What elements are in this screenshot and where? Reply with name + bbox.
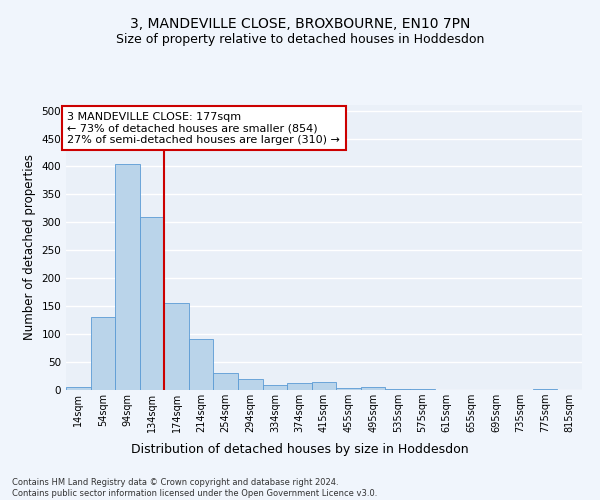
Text: Distribution of detached houses by size in Hoddesdon: Distribution of detached houses by size …	[131, 442, 469, 456]
Bar	[214, 373, 238, 390]
Bar	[263, 385, 287, 390]
Bar	[164, 304, 189, 390]
Bar	[361, 386, 385, 390]
Text: 3 MANDEVILLE CLOSE: 177sqm
← 73% of detached houses are smaller (854)
27% of sem: 3 MANDEVILLE CLOSE: 177sqm ← 73% of deta…	[67, 112, 340, 145]
Bar	[336, 388, 361, 390]
Bar	[66, 387, 91, 390]
Bar	[312, 382, 336, 390]
Bar	[91, 318, 115, 390]
Text: Contains HM Land Registry data © Crown copyright and database right 2024.
Contai: Contains HM Land Registry data © Crown c…	[12, 478, 377, 498]
Bar	[287, 384, 312, 390]
Y-axis label: Number of detached properties: Number of detached properties	[23, 154, 36, 340]
Bar	[189, 338, 214, 390]
Bar	[115, 164, 140, 390]
Bar	[140, 217, 164, 390]
Text: 3, MANDEVILLE CLOSE, BROXBOURNE, EN10 7PN: 3, MANDEVILLE CLOSE, BROXBOURNE, EN10 7P…	[130, 18, 470, 32]
Text: Size of property relative to detached houses in Hoddesdon: Size of property relative to detached ho…	[116, 32, 484, 46]
Bar	[238, 379, 263, 390]
